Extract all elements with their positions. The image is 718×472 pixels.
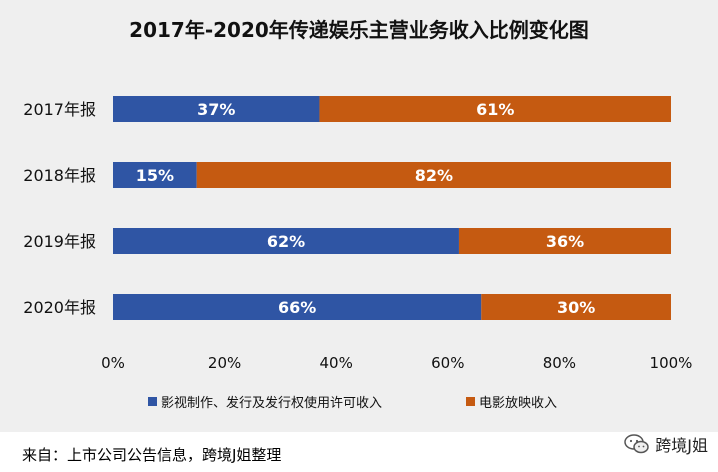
data-label: 36% [546, 232, 584, 251]
legend-label: 影视制作、发行及发行权使用许可收入 [161, 395, 382, 411]
chart-title: 2017年-2020年传递娱乐主营业务收入比例变化图 [129, 18, 589, 42]
watermark-text: 跨境J姐 [655, 436, 708, 455]
bar-segment [196, 162, 671, 188]
x-tick-label: 60% [431, 354, 464, 372]
watermark: 跨境J姐 [624, 432, 708, 456]
category-label: 2020年报 [23, 298, 96, 317]
wechat-icon [624, 434, 650, 454]
x-tick-label: 0% [101, 354, 125, 372]
chart-panel: 2017年-2020年传递娱乐主营业务收入比例变化图 2017年报 37% 61% 20… [0, 0, 718, 432]
bar-segment [458, 228, 671, 254]
stacked-bar-chart: 2017年-2020年传递娱乐主营业务收入比例变化图 2017年报 37% 61% 20… [23, 18, 693, 411]
data-label: 15% [136, 166, 174, 185]
legend-label: 电影放映收入 [479, 396, 557, 411]
x-tick-label: 100% [650, 354, 693, 372]
data-label: 62% [267, 232, 305, 251]
bar-segment [113, 96, 320, 122]
category-label: 2017年报 [23, 100, 96, 119]
x-tick-label: 40% [320, 354, 353, 372]
bar-segment [113, 294, 482, 320]
bar-segment [113, 162, 197, 188]
x-tick-label: 20% [208, 354, 241, 372]
category-label: 2018年报 [23, 166, 96, 185]
bar-segment [319, 96, 671, 122]
data-label: 82% [415, 166, 453, 185]
legend-swatch [466, 397, 475, 406]
category-label: 2019年报 [23, 232, 96, 251]
bar-segment [481, 294, 671, 320]
bar-segment [113, 228, 459, 254]
legend-swatch [148, 397, 157, 406]
data-label: 61% [476, 100, 514, 119]
data-label: 30% [557, 298, 595, 317]
data-label: 66% [278, 298, 316, 317]
data-label: 37% [197, 100, 235, 119]
x-tick-label: 80% [543, 354, 576, 372]
source-note: 来自：上市公司公告信息，跨境J姐整理 [22, 446, 282, 464]
